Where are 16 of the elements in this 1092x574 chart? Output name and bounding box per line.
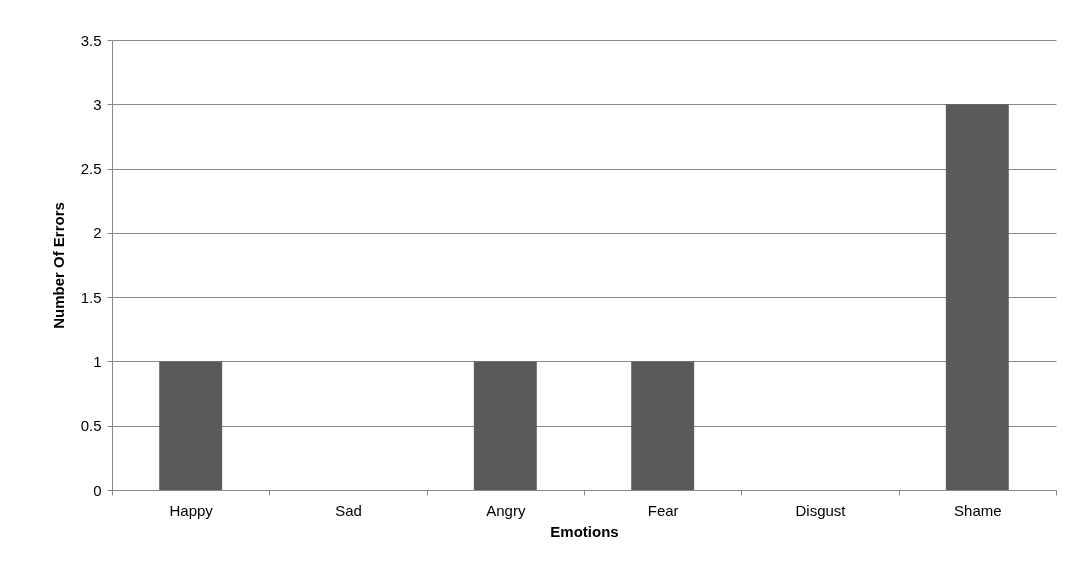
y-tick-label: 0.5	[80, 417, 102, 435]
y-tick-label: 0	[93, 481, 102, 499]
x-tick-label: Happy	[169, 501, 214, 519]
y-tick-label: 2.5	[80, 160, 102, 178]
x-tick-label: Sad	[335, 501, 362, 519]
x-tick-label: Angry	[486, 501, 526, 519]
y-axis-title: Number Of Errors	[49, 202, 67, 329]
y-tick-label: 3.5	[80, 31, 102, 49]
x-tick-label: Shame	[954, 501, 1002, 519]
x-tick-label: Fear	[647, 501, 679, 519]
y-tick-label: 1	[93, 352, 102, 370]
x-tick-label: Disgust	[795, 501, 847, 519]
y-tick-label: 2	[93, 224, 102, 242]
y-tick-label: 3	[93, 95, 102, 113]
y-tick-label: 1.5	[80, 288, 102, 306]
x-axis-title: Emotions	[550, 522, 619, 540]
